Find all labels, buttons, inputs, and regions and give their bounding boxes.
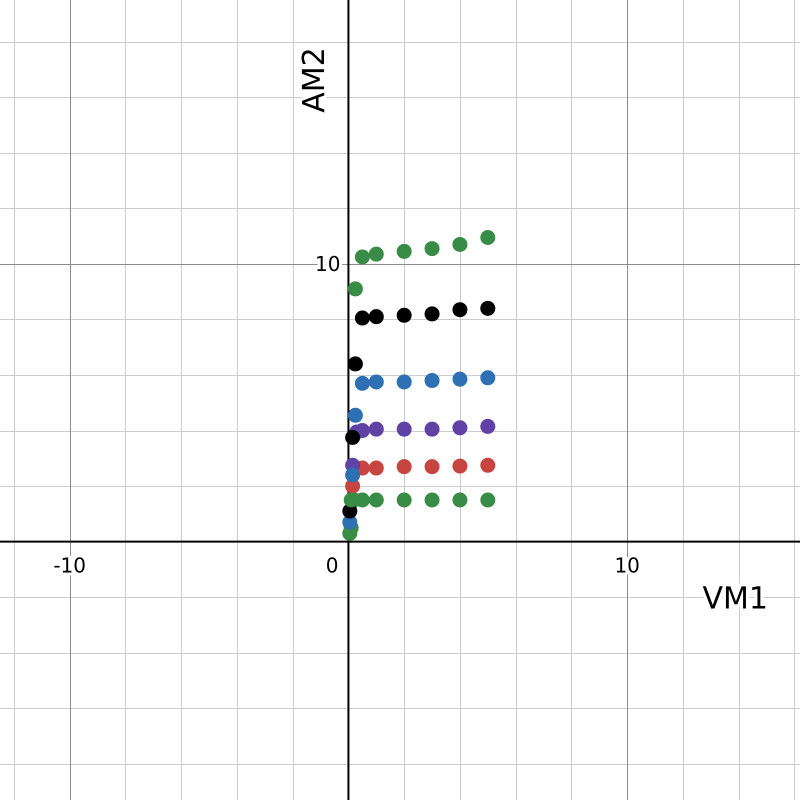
- data-point: [369, 422, 384, 437]
- data-point: [348, 281, 363, 296]
- data-point: [397, 244, 412, 259]
- data-point: [344, 493, 359, 508]
- x-tick-label: -10: [53, 554, 86, 578]
- data-point: [355, 311, 370, 326]
- data-point: [369, 309, 384, 324]
- data-point: [397, 459, 412, 474]
- x-tick-label: 10: [614, 554, 639, 578]
- data-point: [452, 302, 467, 317]
- series-5: [342, 301, 495, 519]
- data-point: [369, 461, 384, 476]
- data-point: [480, 301, 495, 316]
- data-point: [452, 459, 467, 474]
- data-point: [397, 493, 412, 508]
- data-point: [425, 422, 440, 437]
- data-point: [425, 373, 440, 388]
- data-point: [369, 247, 384, 262]
- data-point: [480, 419, 495, 434]
- data-point: [452, 237, 467, 252]
- data-point: [425, 241, 440, 256]
- x-axis-title: VM1: [703, 582, 769, 617]
- data-point: [452, 493, 467, 508]
- data-point: [425, 306, 440, 321]
- data-points: [342, 230, 495, 541]
- y-axis-title: AM2: [297, 47, 332, 113]
- data-point: [355, 249, 370, 264]
- data-point: [452, 420, 467, 435]
- data-point: [345, 430, 360, 445]
- data-point: [397, 374, 412, 389]
- data-point: [480, 458, 495, 473]
- series-2: [345, 458, 495, 494]
- data-point: [348, 408, 363, 423]
- data-point: [369, 493, 384, 508]
- data-point: [480, 230, 495, 245]
- y-tick-label: 10: [315, 252, 340, 276]
- data-point: [425, 459, 440, 474]
- series-1: [342, 493, 495, 541]
- data-point: [397, 422, 412, 437]
- data-point: [452, 372, 467, 387]
- data-point: [345, 468, 360, 483]
- data-point: [355, 376, 370, 391]
- data-point: [369, 374, 384, 389]
- data-point: [425, 493, 440, 508]
- data-point: [348, 356, 363, 371]
- x-tick-label: 0: [326, 554, 339, 578]
- data-point: [480, 493, 495, 508]
- data-point: [397, 308, 412, 323]
- data-point: [480, 370, 495, 385]
